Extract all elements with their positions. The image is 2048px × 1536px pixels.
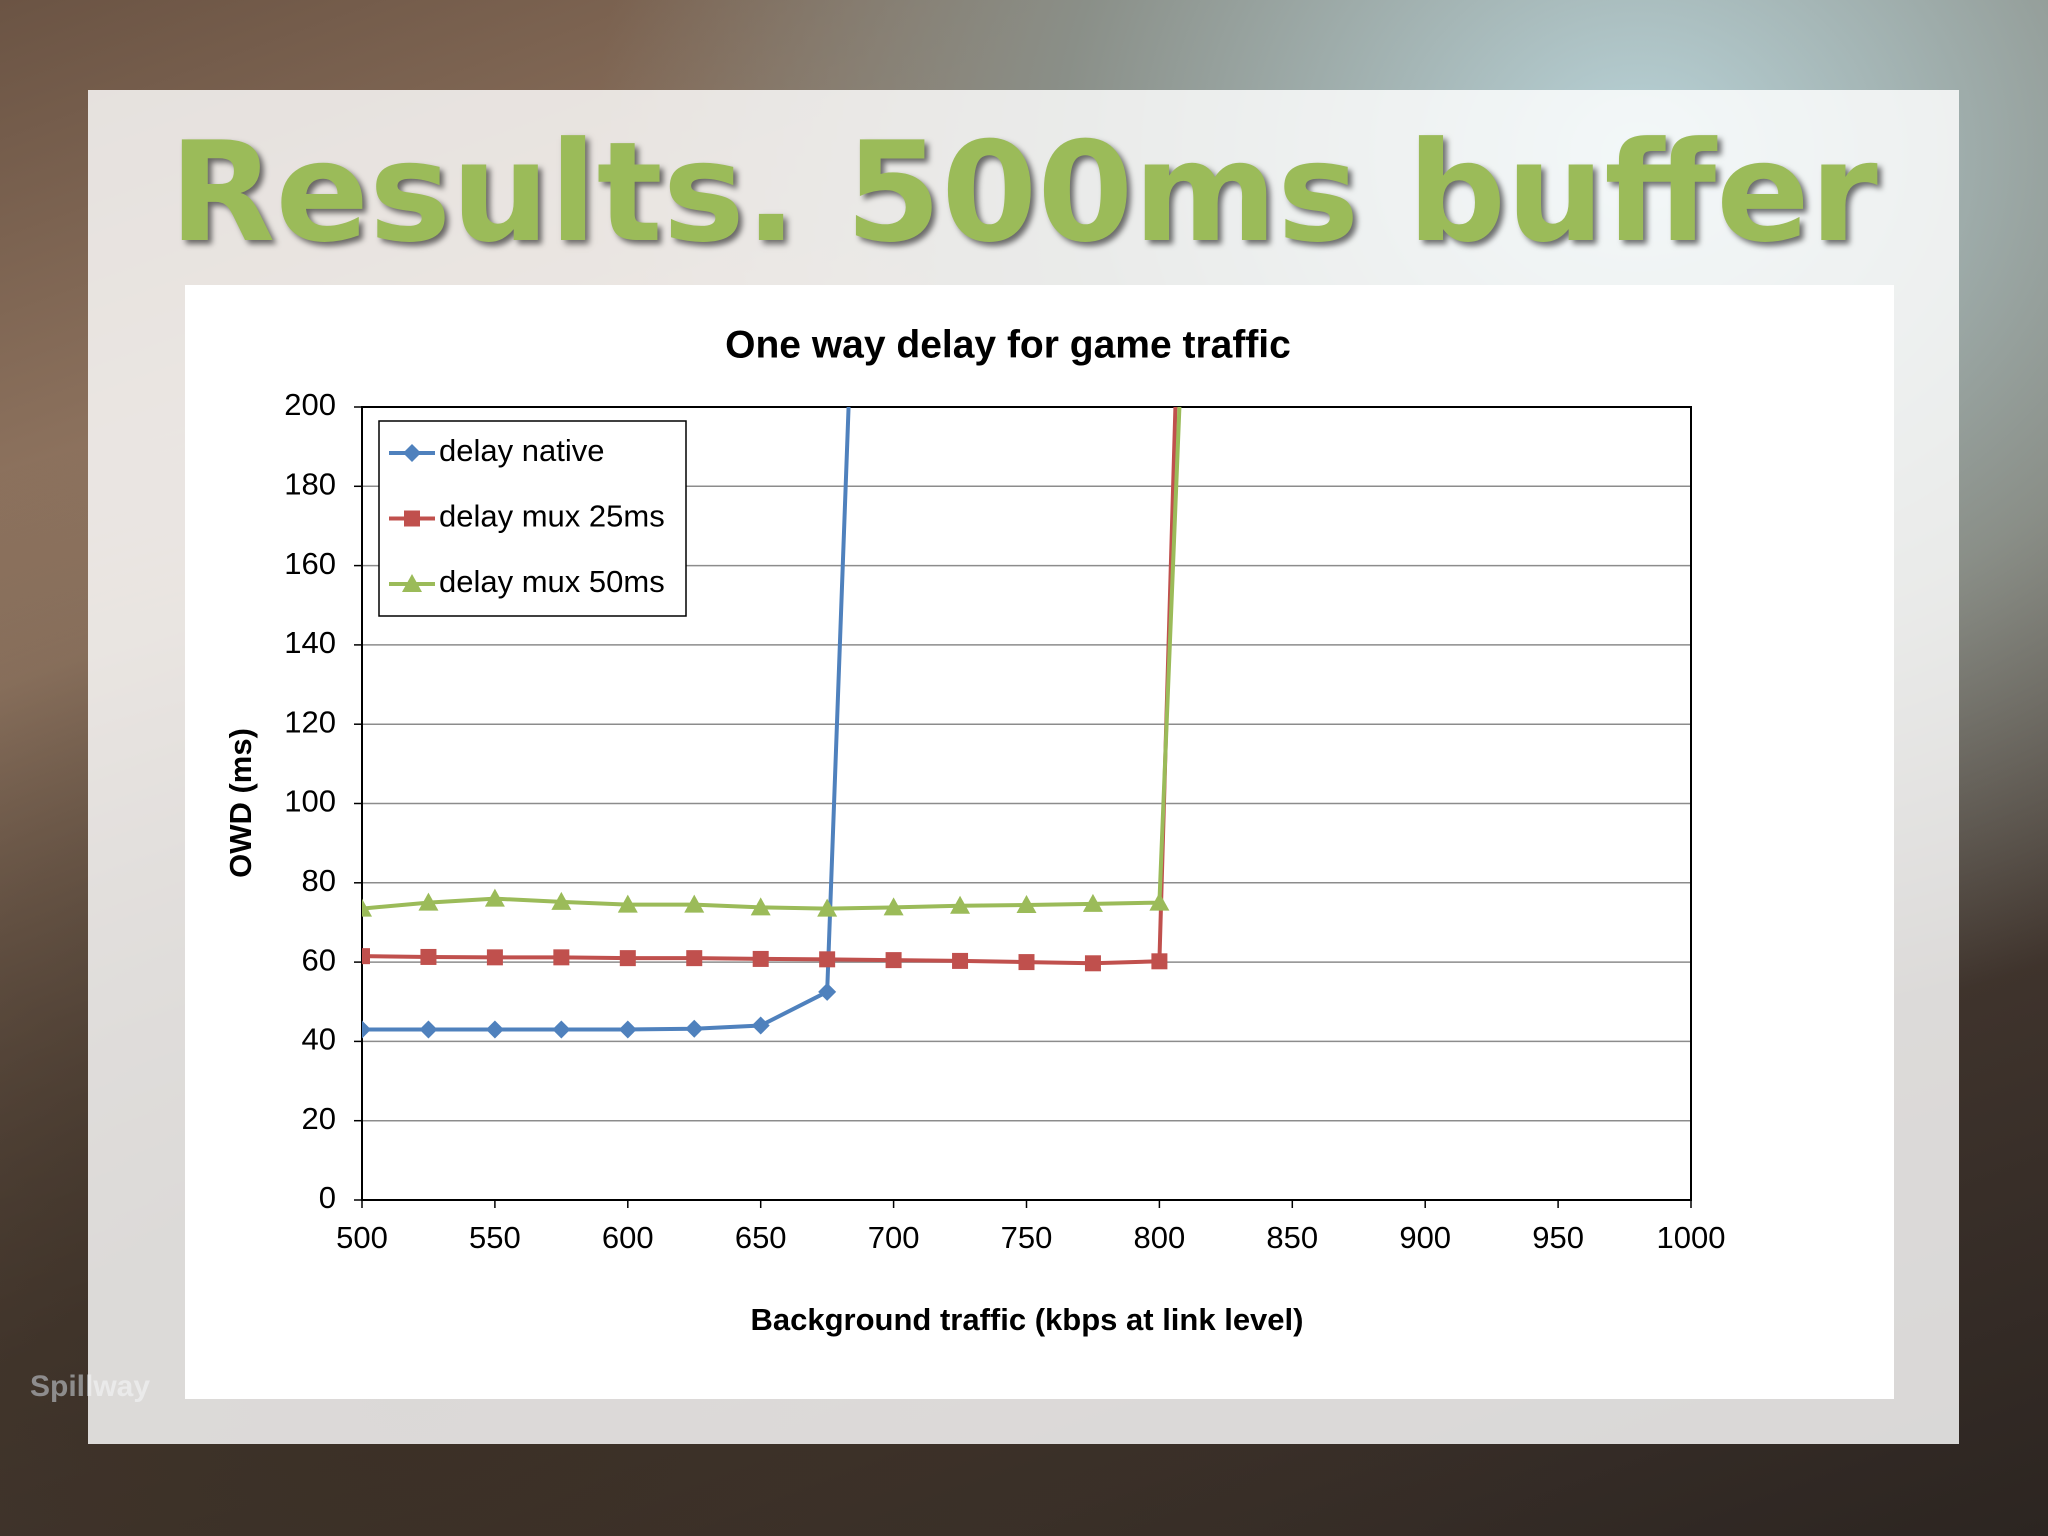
marker	[685, 1019, 704, 1038]
x-axis-label: Background traffic (kbps at link level)	[751, 1302, 1304, 1337]
marker	[684, 894, 705, 913]
marker	[751, 1016, 770, 1035]
x-tick-label: 1000	[1657, 1220, 1726, 1255]
marker	[619, 950, 636, 967]
y-tick-label: 0	[319, 1180, 336, 1215]
marker	[362, 948, 370, 965]
marker	[1151, 953, 1168, 970]
marker	[1016, 895, 1037, 914]
marker	[617, 894, 638, 913]
y-axis-label: OWD (ms)	[223, 728, 258, 878]
x-tick-label: 950	[1532, 1220, 1584, 1255]
marker	[420, 948, 437, 965]
marker	[952, 952, 969, 969]
y-tick-label: 120	[284, 704, 336, 739]
y-tick-label: 140	[284, 625, 336, 660]
marker	[1082, 893, 1103, 912]
marker	[419, 1020, 438, 1039]
series-line	[362, 407, 1182, 911]
x-tick-label: 500	[336, 1220, 388, 1255]
chart-title: One way delay for game traffic	[725, 323, 1291, 366]
legend-label: delay native	[439, 433, 604, 468]
marker	[618, 1020, 637, 1039]
slide-title: Results. 500ms buffer	[169, 112, 1878, 273]
x-tick-label: 800	[1134, 1220, 1186, 1255]
marker	[1149, 892, 1170, 911]
y-tick-label: 200	[284, 387, 336, 422]
marker	[418, 892, 439, 911]
marker	[553, 949, 570, 966]
plot-clip	[362, 407, 1182, 1039]
series-line	[362, 407, 1178, 966]
marker	[885, 952, 902, 969]
y-tick-label: 40	[302, 1022, 336, 1057]
x-tick-label: 700	[868, 1220, 920, 1255]
marker	[950, 895, 971, 914]
marker	[402, 574, 422, 592]
marker	[750, 897, 771, 916]
y-tick-label: 20	[302, 1101, 336, 1136]
plot-frame	[361, 406, 1692, 1201]
y-tick-label: 180	[284, 466, 336, 501]
legend-label: delay mux 50ms	[439, 564, 665, 599]
marker	[552, 1020, 571, 1039]
legend-label: delay mux 25ms	[439, 499, 665, 534]
x-tick-label: 600	[602, 1220, 654, 1255]
x-tick-label: 550	[469, 1220, 521, 1255]
x-tick-label: 850	[1266, 1220, 1318, 1255]
y-tick-label: 160	[284, 546, 336, 581]
marker	[486, 949, 503, 966]
marker	[883, 897, 904, 916]
y-tick-label: 100	[284, 784, 336, 819]
y-tick-label: 80	[302, 863, 336, 898]
marker	[551, 891, 572, 910]
y-tick-label: 60	[302, 942, 336, 977]
marker	[818, 982, 837, 1001]
x-tick-label: 650	[735, 1220, 787, 1255]
marker	[1018, 954, 1035, 971]
marker	[484, 888, 505, 907]
marker	[819, 951, 836, 968]
marker	[817, 898, 838, 917]
marker	[752, 950, 769, 967]
marker	[686, 950, 703, 967]
x-tick-label: 900	[1399, 1220, 1451, 1255]
x-tick-label: 750	[1001, 1220, 1053, 1255]
marker	[362, 1020, 371, 1039]
marker	[403, 444, 421, 462]
marker	[404, 510, 420, 527]
marker	[1084, 955, 1101, 972]
marker	[485, 1020, 504, 1039]
marker	[362, 898, 372, 917]
